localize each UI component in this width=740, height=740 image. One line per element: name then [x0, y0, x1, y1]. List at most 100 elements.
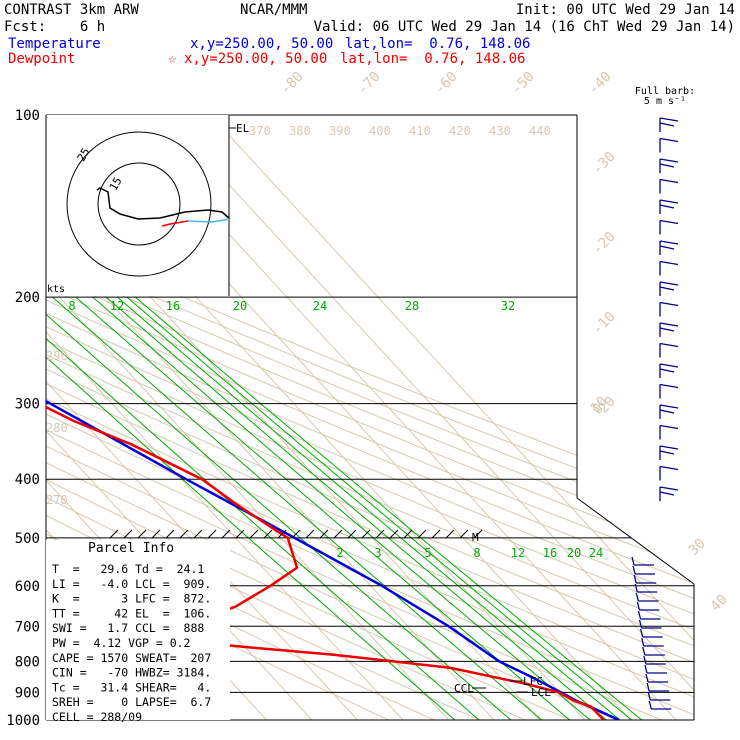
forecast-hour: Fcst: 6 h	[4, 19, 105, 35]
theta-side-label: 270	[46, 493, 68, 507]
wind-barb-flag	[659, 158, 679, 163]
parcel-info-row: T = 29.6 Td = 24.1	[52, 562, 204, 576]
el-label: EL	[236, 122, 250, 135]
mixing-ratio-label-upper: 24	[313, 299, 327, 313]
wind-barb-flag	[632, 565, 636, 575]
wind-barb-flag	[659, 404, 679, 409]
wind-barb-flag	[647, 691, 651, 701]
wind-barb-flag	[659, 240, 679, 245]
lcl-label: LCL	[531, 686, 551, 699]
parcel-info-panel: Parcel Info T = 29.6 Td = 24.1LI = -4.0 …	[46, 540, 230, 724]
dry-adiabat-line	[46, 115, 694, 720]
theta-tick-label: 370	[249, 124, 271, 138]
wind-barb-flag	[659, 260, 679, 266]
barb-key-units: 5 m s⁻¹	[644, 96, 686, 107]
wind-barb-flag	[659, 486, 679, 491]
wind-barb-flag	[659, 322, 679, 327]
pressure-tick-label: 800	[15, 654, 40, 670]
wind-barb-flag	[659, 327, 675, 332]
init-time: Init: 00 UTC Wed 29 Jan 14	[516, 2, 735, 18]
wind-barb-flag	[659, 424, 679, 430]
dry-adiabat-line	[46, 115, 694, 720]
isotherm-line	[46, 115, 449, 720]
wind-barb-flag	[648, 700, 652, 710]
hodograph-trace-black	[96, 187, 231, 220]
mixing-ratio-label-lower: 16	[543, 546, 557, 560]
mixing-ratio-label-upper: 12	[110, 299, 124, 313]
wind-barb-flag	[642, 646, 646, 656]
parcel-info-row: LI = -4.0 LCL = 909.	[52, 577, 211, 591]
wind-barb-flag	[659, 281, 679, 286]
dry-adiabat-line	[46, 115, 694, 720]
pressure-tick-label: 100	[15, 108, 40, 124]
theta-tick-label: 410	[409, 124, 431, 138]
wind-barb-flag	[634, 583, 638, 593]
mixing-ratio-label-lower: 5	[424, 546, 431, 560]
mixing-ratio-label-lower: 2	[336, 546, 343, 560]
theta-tick-label: 440	[529, 124, 551, 138]
wind-barb-flag	[646, 682, 650, 692]
wind-barb-flag	[631, 556, 635, 566]
mixing-ratio-label-upper: 16	[166, 299, 180, 313]
wind-barb-flag	[643, 655, 647, 665]
header: CONTRAST 3km ARW NCAR/MMM Init: 00 UTC W…	[4, 2, 735, 107]
pressure-tick-label: 1000	[6, 713, 40, 729]
ccl-label: CCL	[454, 682, 474, 695]
isotherm-tick-label: -40	[586, 69, 615, 98]
mixing-ratio-label-upper: 32	[501, 299, 515, 313]
wind-barbs	[631, 117, 679, 710]
dry-adiabat-line	[46, 115, 694, 720]
hodograph-ring-inner	[97, 162, 181, 246]
wind-barb-flag	[659, 383, 679, 389]
wind-barb-flag	[659, 465, 679, 471]
temperature-legend-coords: x,y=250.00, 50.00	[190, 36, 333, 52]
pressure-tick-label: 200	[15, 290, 40, 306]
wind-barb-flag	[659, 301, 679, 307]
wind-barb-flag	[659, 286, 675, 291]
isotherm-tick-label: -30	[590, 149, 619, 178]
mixing-ratio-label-upper: 28	[405, 299, 419, 313]
hodograph-ring-outer	[66, 131, 212, 277]
mixing-ratio-label-lower: 8	[473, 546, 480, 560]
barb-key-title: Full barb:	[635, 86, 695, 97]
wind-barb-flag	[659, 445, 679, 450]
isotherm-tick-label: 40	[708, 592, 731, 615]
temperature-legend-latlon: lat,lon= 0.76, 148.06	[345, 36, 530, 52]
wind-barb-flag	[633, 574, 637, 584]
wind-barb-flag	[659, 122, 675, 127]
parcel-info-row: TT = 42 EL = 106.	[52, 606, 211, 620]
dry-adiabat-line	[46, 115, 694, 720]
wind-barb-flag	[659, 450, 675, 455]
parcel-info-row: CELL = 288/09	[52, 710, 142, 724]
dewpoint-series-line	[46, 115, 605, 720]
parcel-info-rows: T = 29.6 Td = 24.1LI = -4.0 LCL = 909.K …	[52, 562, 211, 724]
dewpoint-legend-coords: x,y=250.00, 50.00	[184, 51, 327, 67]
parcel-info-background	[46, 540, 230, 720]
isotherm-line	[46, 115, 404, 720]
isotherm-line	[210, 115, 694, 720]
wind-barb-flag	[659, 117, 679, 122]
wind-barb-flag	[659, 178, 679, 184]
wind-barb-flag	[637, 610, 642, 620]
hodograph-frame	[46, 115, 229, 296]
freezing-level-hatch	[109, 529, 483, 539]
isotherm-line	[46, 115, 358, 720]
isotherm-tick-label: -50	[509, 69, 538, 98]
parcel-info-row: K = 3 LFC = 872.	[52, 592, 211, 606]
wind-barb-flag	[659, 368, 675, 373]
isotherm-tick-label: -80	[278, 69, 307, 98]
parcel-info-row: CAPE = 1570 SWEAT= 207	[52, 651, 211, 665]
wind-barb-flag	[659, 137, 679, 143]
dry-adiabat-line	[46, 115, 694, 720]
parcel-info-row: CIN = -70 HWBZ= 3184.	[52, 666, 211, 680]
hodograph-ring-label-outer: 25	[75, 146, 93, 164]
dry-adiabat-line	[46, 115, 694, 720]
wind-barb-flag	[640, 628, 644, 638]
dry-adiabat-line	[46, 115, 694, 720]
hodograph: 25 15 kts	[46, 115, 231, 296]
parcel-info-row: SWI = 1.7 CCL = 888	[52, 621, 204, 635]
hodograph-ring-label-inner: 15	[107, 175, 125, 193]
dry-adiabat-line	[46, 115, 694, 720]
pressure-tick-label: 600	[15, 579, 40, 595]
wind-barb-flag	[659, 245, 675, 250]
